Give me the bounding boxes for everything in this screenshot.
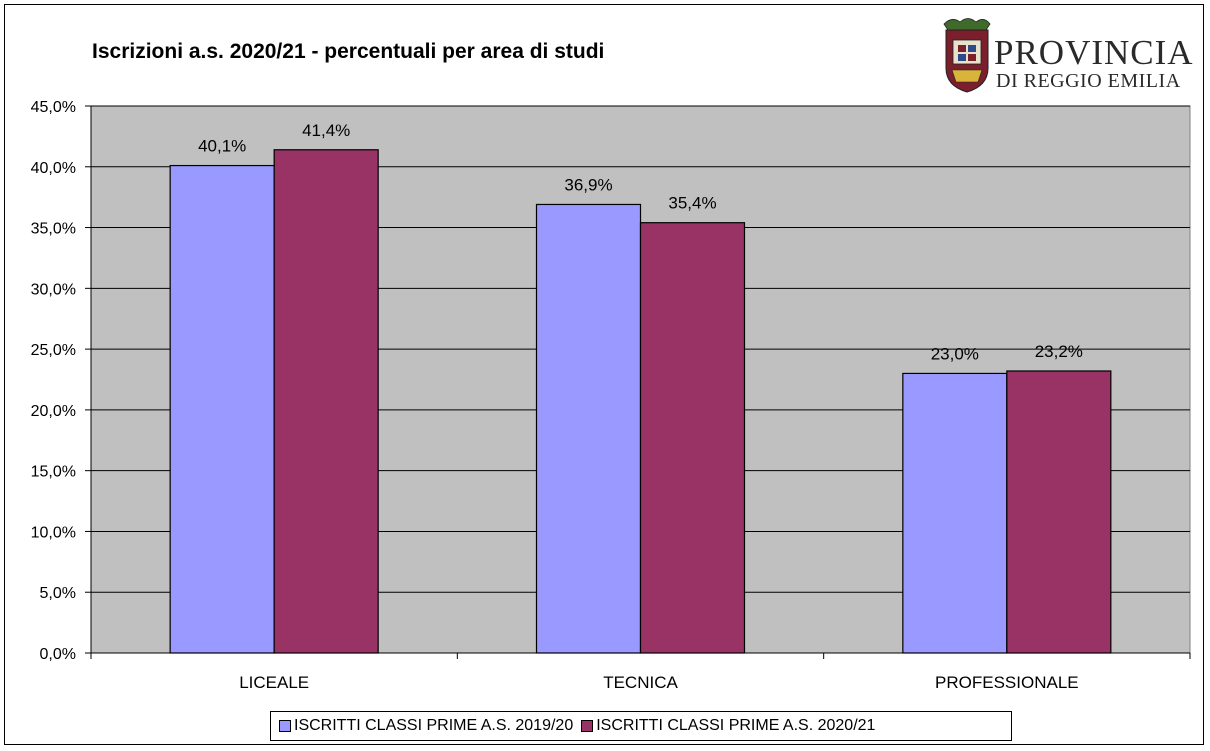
y-tick-label: 30,0% — [31, 281, 76, 298]
legend-swatch-2020-21 — [581, 720, 594, 732]
legend-label-2019-20: ISCRITTI CLASSI PRIME A.S. 2019/20 — [294, 717, 574, 734]
y-tick-label: 0,0% — [40, 646, 76, 663]
bar — [639, 222, 746, 654]
logo-text-reggio-emilia: DI REGGIO EMILIA — [996, 70, 1181, 92]
legend: ISCRITTI CLASSI PRIME A.S. 2019/20 ISCRI… — [270, 711, 1012, 741]
data-label: 23,0% — [931, 344, 979, 363]
data-label: 36,9% — [564, 175, 612, 194]
legend-swatch-2019-20 — [279, 720, 291, 732]
y-tick-label: 25,0% — [31, 342, 76, 359]
province-coat-of-arms-logo — [943, 18, 991, 93]
logo-text-provincia: PROVINCIA — [994, 33, 1194, 72]
bar — [535, 203, 642, 654]
legend-item-2020-21: ISCRITTI CLASSI PRIME A.S. 2020/21 — [581, 717, 875, 735]
y-tick-label: 45,0% — [31, 99, 76, 116]
data-label: 23,2% — [1035, 342, 1083, 361]
legend-label-2020-21: ISCRITTI CLASSI PRIME A.S. 2020/21 — [596, 717, 876, 734]
data-label: 40,1% — [198, 137, 246, 156]
y-tick-label: 20,0% — [31, 403, 76, 420]
y-tick-label: 40,0% — [31, 160, 76, 177]
data-label: 35,4% — [668, 194, 716, 213]
y-tick-label: 35,0% — [31, 221, 76, 238]
bar — [273, 149, 379, 654]
y-tick-label: 15,0% — [31, 464, 76, 481]
x-category-label: PROFESSIONALE — [935, 673, 1079, 692]
bar — [902, 372, 1008, 654]
data-label: 41,4% — [302, 121, 350, 140]
chart-title: Iscrizioni a.s. 2020/21 - percentuali pe… — [92, 40, 605, 63]
x-category-label: LICEALE — [239, 673, 309, 692]
bar — [1006, 370, 1112, 654]
x-category-label: TECNICA — [603, 673, 678, 692]
y-tick-label: 5,0% — [40, 585, 76, 602]
legend-item-2019-20: ISCRITTI CLASSI PRIME A.S. 2019/20 — [279, 717, 573, 735]
y-tick-label: 10,0% — [31, 524, 76, 541]
bar — [169, 164, 275, 654]
